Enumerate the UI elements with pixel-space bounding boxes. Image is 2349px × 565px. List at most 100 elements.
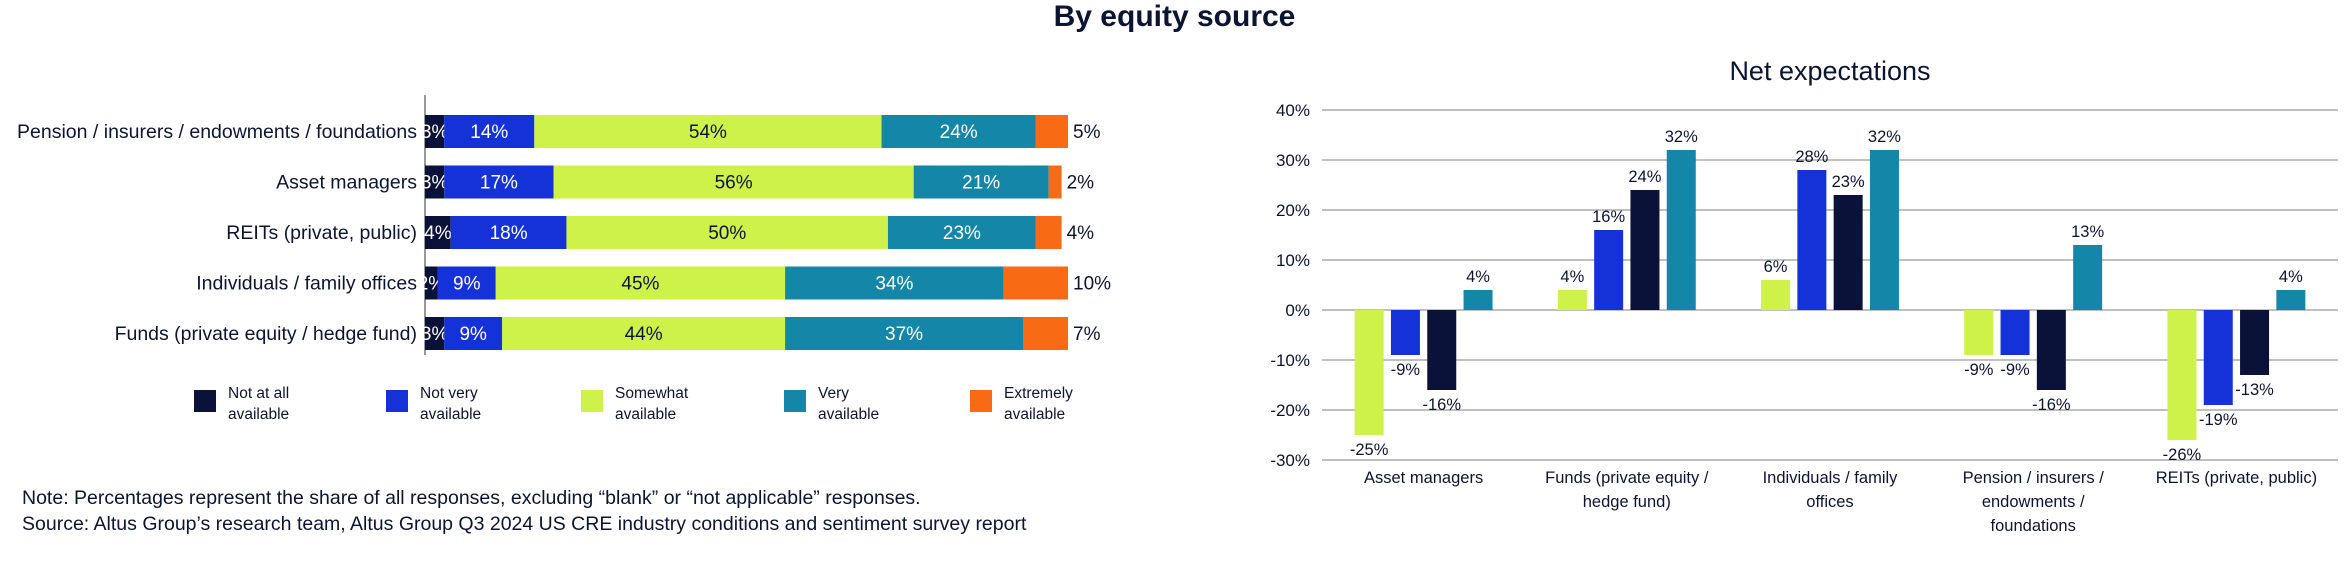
data-label: -16% <box>2032 396 2071 414</box>
data-label: 13% <box>2071 223 2104 241</box>
bar-segment-not_at_all <box>425 317 445 350</box>
bar-segment-very <box>881 115 1036 148</box>
data-label: 7% <box>1073 324 1101 345</box>
legend-item-not_at_all: Not at all available <box>194 383 338 425</box>
legend-label: Somewhat available <box>615 383 725 425</box>
bar-segment-somewhat <box>495 266 786 300</box>
y-tick-label: -20% <box>1270 401 1310 420</box>
bar-very <box>2073 245 2103 310</box>
data-label: -25% <box>1350 441 1389 459</box>
bar-segment-extremely <box>1035 216 1062 249</box>
legend-label-line: Somewhat <box>615 385 689 402</box>
bar-segment-not_very <box>444 165 554 199</box>
bar-segment-somewhat <box>534 115 882 148</box>
bar-segment-extremely <box>1048 165 1062 199</box>
data-label: 50% <box>708 223 746 244</box>
legend-label: Very available <box>818 383 928 425</box>
legend-swatch <box>784 390 806 412</box>
net-expectations-chart-svg: Net expectations 40% 30% 20% 10% 0% -10% -20% -3… <box>1270 56 2338 535</box>
x-category-label: hedge fund) <box>1583 493 1671 511</box>
data-label: 24% <box>940 122 978 143</box>
legend-label: Not very available <box>420 383 530 425</box>
category-label: Pension / insurers / endowments / founda… <box>17 121 417 143</box>
bar-segment-somewhat <box>502 317 786 350</box>
data-label: 9% <box>459 324 487 345</box>
bar-very <box>2276 290 2306 310</box>
bar-segment-not_at_all <box>425 216 451 249</box>
data-label: 56% <box>715 173 753 194</box>
data-label: 37% <box>885 324 923 345</box>
data-label: 3% <box>421 122 449 143</box>
data-label: 5% <box>1073 122 1101 143</box>
bar-very <box>1463 290 1493 310</box>
bar-not_very <box>1594 230 1624 310</box>
data-label: 14% <box>470 122 508 143</box>
bar-segment-not_very <box>444 317 503 350</box>
legend-label-line: available <box>818 406 880 423</box>
bar-segment-not_very <box>450 216 567 249</box>
y-tick-label: -10% <box>1270 351 1310 370</box>
bar-somewhat <box>1557 290 1587 310</box>
bar-not_at_all <box>1427 310 1457 390</box>
data-label: 2% <box>1067 173 1095 194</box>
data-label: 32% <box>1868 128 1901 146</box>
data-label: 32% <box>1665 128 1698 146</box>
bar-somewhat <box>2167 310 2197 440</box>
y-tick-label: 10% <box>1276 251 1310 270</box>
legend-item-very: Very available <box>784 383 928 425</box>
stacked-bar-chart: Pension / insurers / endowments / founda… <box>0 90 1170 450</box>
data-label: 44% <box>625 324 663 345</box>
y-tick-label: 20% <box>1276 201 1310 220</box>
page-title: By equity source <box>1053 0 1296 33</box>
bar-segment-extremely <box>1035 115 1068 148</box>
data-label: 16% <box>1592 208 1625 226</box>
data-label: 34% <box>875 274 913 295</box>
data-label: 18% <box>490 223 528 244</box>
bar-somewhat <box>1761 280 1791 310</box>
x-category-label: REITs (private, public) <box>2156 469 2317 487</box>
bar-not_at_all <box>1630 190 1660 310</box>
stacked-bar-chart-svg: Pension / insurers / endowments / founda… <box>17 95 1111 355</box>
data-label: 23% <box>943 223 981 244</box>
bar-very <box>1666 150 1696 310</box>
legend-label-line: Extremely <box>1004 385 1073 402</box>
x-category-label: Asset managers <box>1364 469 1483 487</box>
legend-swatch <box>386 390 408 412</box>
bar-segment-somewhat <box>566 216 888 249</box>
bar-not_very <box>1390 310 1420 355</box>
bar-segment-extremely <box>1003 266 1068 300</box>
data-label: 4% <box>2279 268 2303 286</box>
y-tick-label: -30% <box>1270 451 1310 470</box>
bar-segment-not_very <box>444 115 535 148</box>
bar-not_at_all <box>1833 195 1863 310</box>
x-category-label: Individuals / family <box>1763 469 1899 487</box>
category-label: Individuals / family offices <box>196 273 417 295</box>
data-label: -9% <box>2000 361 2030 379</box>
bar-segment-not_at_all <box>425 165 445 199</box>
data-label: -19% <box>2199 411 2238 429</box>
data-label: -9% <box>1391 361 1421 379</box>
data-label: 4% <box>1067 223 1095 244</box>
legend-label-line: available <box>228 406 290 423</box>
bar-very <box>1869 150 1899 310</box>
bar-not_at_all <box>2036 310 2066 390</box>
data-label: 23% <box>1832 173 1865 191</box>
source-text: Source: Altus Group’s research team, Alt… <box>22 513 1027 535</box>
data-label: -26% <box>2163 446 2202 464</box>
x-category-label: Funds (private equity / <box>1545 469 1709 487</box>
legend-swatch <box>194 390 216 412</box>
legend-label-line: available <box>615 406 677 423</box>
legend-swatch <box>970 390 992 412</box>
net-expectations-chart: Net expectations 40% 30% 20% 10% 0% -10% -20% -3… <box>1230 50 2349 560</box>
data-label: 3% <box>421 173 449 194</box>
data-label: -9% <box>1964 361 1994 379</box>
category-label: Funds (private equity / hedge fund) <box>115 323 417 345</box>
data-label: 9% <box>453 274 481 295</box>
x-category-label: offices <box>1806 493 1853 511</box>
legend-swatch <box>581 390 603 412</box>
bar-segment-very <box>887 216 1036 249</box>
data-label: 10% <box>1073 274 1111 295</box>
data-label: -13% <box>2235 381 2274 399</box>
bar-segment-not_very <box>437 266 496 300</box>
data-label: 6% <box>1764 258 1788 276</box>
